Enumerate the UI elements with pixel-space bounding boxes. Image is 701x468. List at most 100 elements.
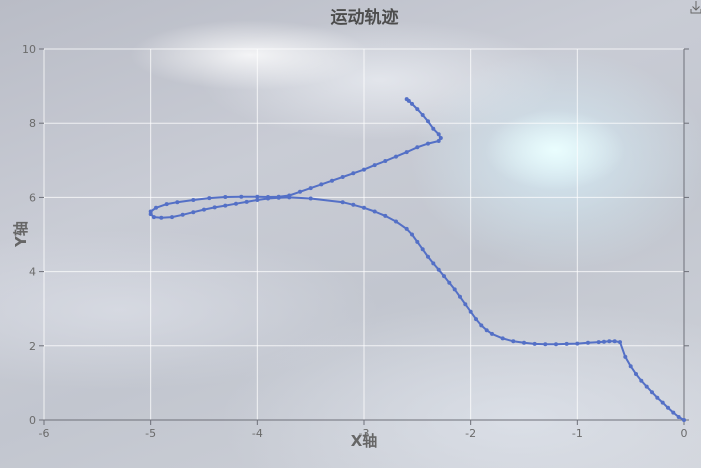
trajectory-point	[362, 167, 366, 172]
trajectory-point	[410, 232, 414, 237]
trajectory-point	[554, 342, 558, 347]
trajectory-point	[255, 194, 260, 199]
y-axis-label: Y轴	[12, 221, 30, 248]
trajectory-point	[436, 267, 441, 272]
trajectory-point	[586, 340, 590, 345]
trajectory-point	[426, 119, 430, 124]
trajectory-point	[148, 209, 153, 214]
trajectory-line	[149, 98, 685, 421]
trajectory-point	[650, 390, 654, 395]
x-tick-label: -4	[252, 427, 263, 440]
trajectory-point	[404, 150, 409, 155]
trajectory-point	[255, 198, 260, 202]
trajectory-point	[351, 171, 356, 176]
trajectory-point	[438, 136, 443, 140]
trajectory-point	[383, 159, 388, 163]
trajectory-point	[671, 410, 676, 415]
trajectory-point	[660, 400, 665, 405]
trajectory-point	[175, 200, 180, 205]
trajectory-point	[676, 415, 681, 419]
trajectory-point	[415, 239, 420, 244]
y-tick-label: 10	[22, 43, 36, 56]
x-tick-label: -1	[572, 427, 583, 440]
trajectory-point	[394, 154, 398, 159]
trajectory-point	[351, 202, 356, 207]
trajectory-point	[362, 205, 366, 210]
trajectory-point	[522, 340, 526, 345]
trajectory-point	[191, 198, 196, 202]
trajectory-point	[463, 302, 468, 307]
trajectory-point	[154, 205, 158, 210]
trajectory-point	[372, 209, 377, 214]
trajectory-point	[420, 113, 425, 117]
trajectory-point	[452, 287, 457, 292]
trajectory-point	[564, 341, 569, 346]
y-tick-label: 2	[29, 340, 36, 353]
trajectory-point	[479, 323, 484, 328]
trajectory-point	[612, 339, 617, 344]
trajectory-point	[266, 195, 270, 199]
trajectory-point	[474, 317, 478, 322]
trajectory-point	[308, 186, 313, 191]
trajectory-point	[447, 280, 452, 285]
trajectory-point	[436, 139, 441, 143]
trajectory-point	[308, 196, 313, 201]
trajectory-point	[319, 182, 324, 187]
trajectory-point	[458, 294, 462, 299]
y-tick-label: 6	[29, 191, 36, 204]
trajectory-point	[596, 340, 601, 345]
trajectory-point	[170, 215, 174, 220]
x-tick-label: -3	[359, 427, 370, 440]
trajectory-point	[431, 126, 436, 131]
trajectory-point	[682, 418, 686, 422]
trajectory-point	[644, 384, 649, 389]
trajectory-point	[484, 328, 489, 333]
trajectory-point	[410, 101, 414, 106]
trajectory-point	[164, 202, 169, 207]
axes	[39, 48, 689, 425]
download-icon[interactable]	[689, 0, 701, 14]
trajectory-point	[372, 163, 377, 168]
trajectory-point	[223, 195, 228, 199]
trajectory-point	[404, 97, 409, 102]
trajectory-point	[383, 213, 388, 218]
trajectory-point	[287, 193, 292, 198]
trajectory-point	[634, 372, 638, 376]
trajectory-point	[223, 203, 228, 208]
trajectory-point	[234, 201, 238, 206]
trajectory-point	[618, 340, 622, 345]
trajectory-point	[394, 219, 398, 224]
trajectory-point	[607, 339, 612, 344]
trajectory-point	[207, 196, 212, 201]
trajectory-point	[500, 336, 505, 341]
x-tick-label: -2	[465, 427, 476, 440]
trajectory-point	[340, 200, 345, 205]
trajectory-point	[340, 175, 345, 179]
x-tick-labels: -6 -5 -4 -3 -2 -1 0	[39, 427, 688, 440]
trajectory-point	[623, 354, 628, 359]
trajectory-point	[244, 199, 249, 204]
trajectory-point	[415, 145, 420, 150]
x-tick-label: -5	[145, 427, 156, 440]
trajectory-points	[148, 97, 686, 422]
trajectory-point	[151, 215, 156, 220]
trajectory-point	[420, 247, 425, 252]
trajectory-point	[180, 212, 185, 217]
trajectory-point	[490, 331, 494, 336]
trajectory-point	[202, 207, 206, 212]
trajectory-point	[436, 132, 441, 137]
trajectory-point	[639, 378, 644, 383]
trajectory-point	[468, 309, 473, 314]
trajectory-point	[212, 205, 217, 210]
y-tick-label: 0	[29, 414, 36, 427]
y-tick-label: 8	[29, 117, 36, 130]
trajectory-point	[602, 339, 606, 344]
trajectory-point	[543, 342, 548, 347]
trajectory-point	[298, 189, 302, 194]
x-tick-label: 0	[681, 427, 688, 440]
trajectory-point	[655, 395, 660, 400]
trajectory-point	[666, 405, 670, 410]
trajectory-point	[532, 341, 537, 346]
